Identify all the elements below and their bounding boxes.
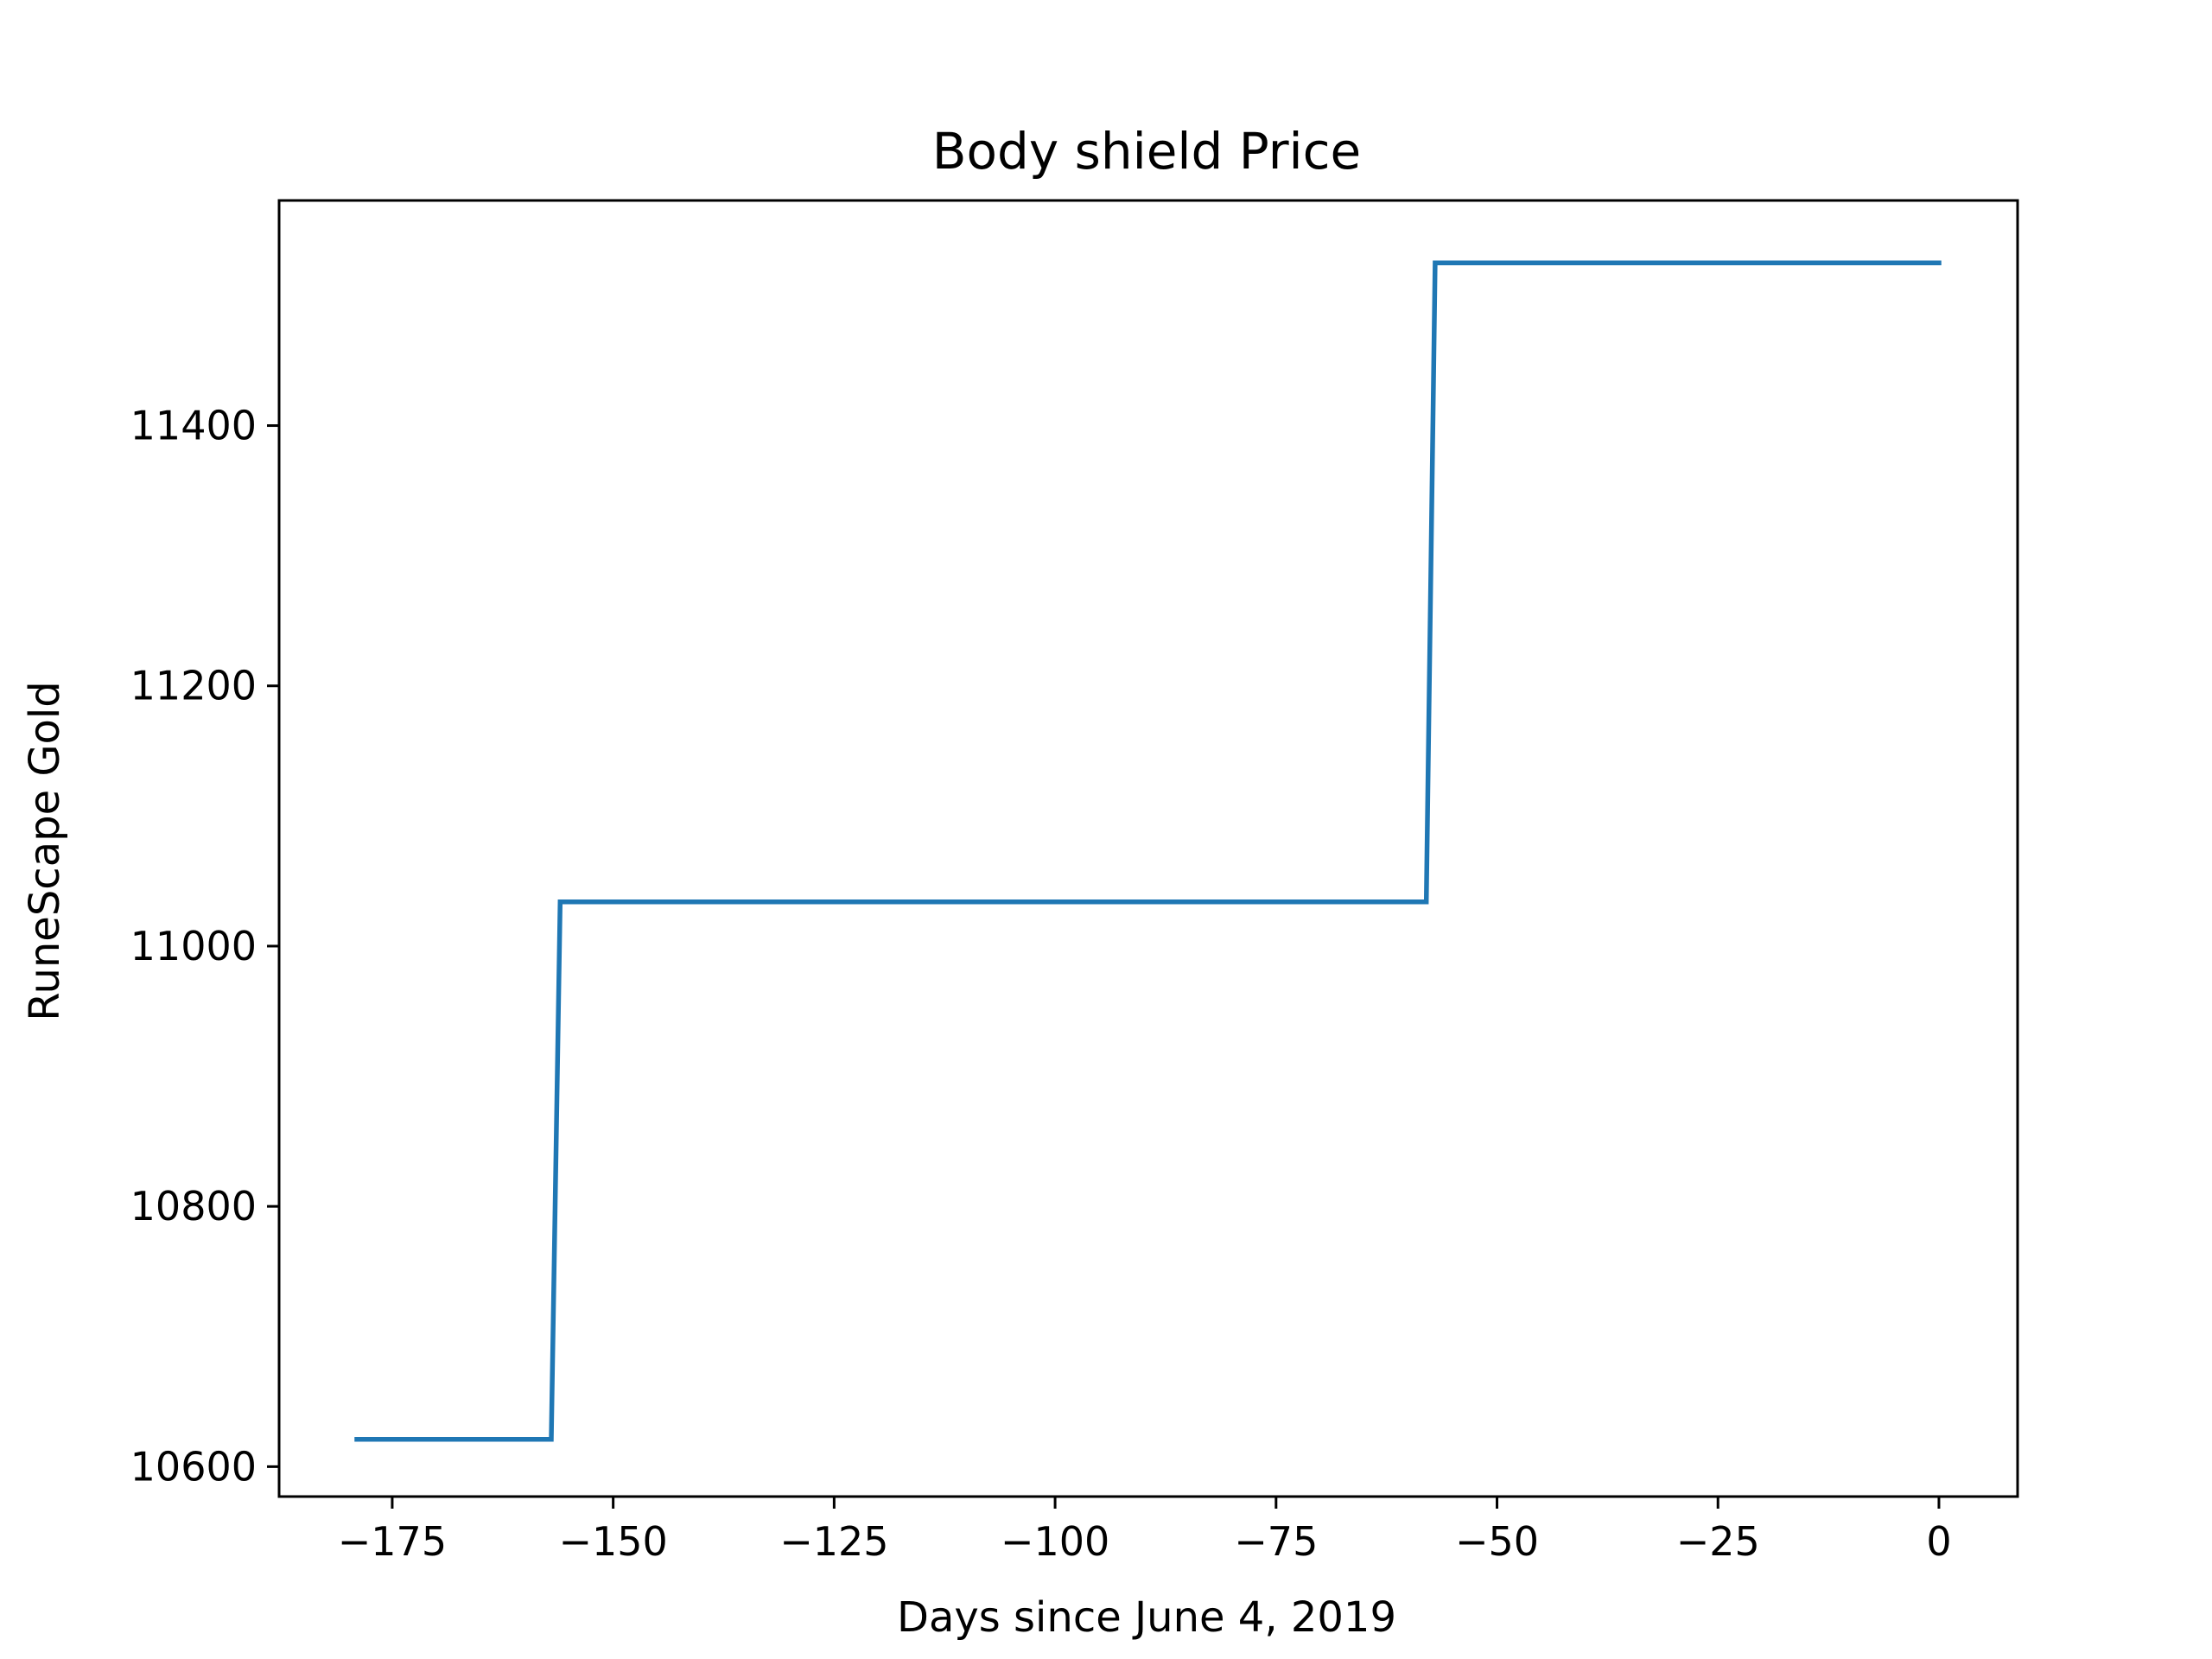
y-tick-label: 10600 <box>130 1443 257 1490</box>
x-tick-label: −25 <box>1676 1518 1760 1565</box>
series-layer <box>354 260 1942 1442</box>
y-tick-label: 11400 <box>130 403 257 449</box>
y-axis: 10600 10800 11000 11200 11400 <box>130 403 279 1490</box>
x-axis-label: Days since June 4, 2019 <box>897 1593 1396 1642</box>
x-tick-label: 0 <box>1926 1518 1951 1565</box>
x-tick-label: −100 <box>1001 1518 1109 1565</box>
x-tick-label: −125 <box>779 1518 888 1565</box>
x-tick-label: −50 <box>1455 1518 1539 1565</box>
x-tick-label: −175 <box>338 1518 447 1565</box>
plot-area-frame <box>277 199 2019 1498</box>
y-tick-label: 11000 <box>130 923 257 969</box>
y-axis-label: RuneScape Gold <box>21 681 69 1020</box>
x-tick-label: −150 <box>558 1518 667 1565</box>
chart-title: Body shield Price <box>932 122 1361 181</box>
x-tick-label: −75 <box>1234 1518 1318 1565</box>
series-line-0 <box>354 260 1942 1442</box>
x-axis: −175 −150 −125 −100 −75 −50 −25 0 <box>338 1497 1952 1565</box>
y-tick-label: 10800 <box>130 1183 257 1230</box>
y-tick-label: 11200 <box>130 663 257 709</box>
